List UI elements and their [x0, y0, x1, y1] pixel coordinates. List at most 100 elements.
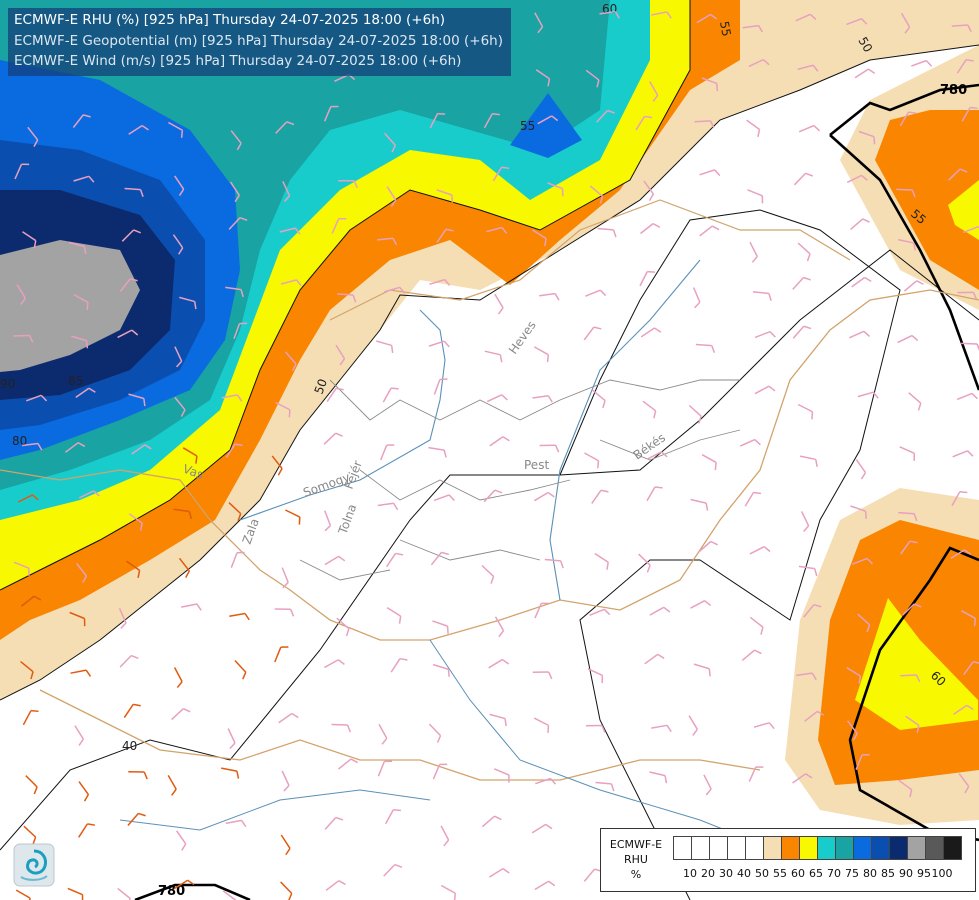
- wind-barb: [20, 661, 34, 680]
- wind-barb: [754, 330, 776, 339]
- wind-barb: [952, 450, 974, 458]
- wind-barb: [67, 887, 84, 900]
- wind-barb: [221, 767, 240, 779]
- legend-swatches: [673, 836, 962, 860]
- wind-barb: [221, 394, 243, 402]
- wind-barb: [331, 217, 347, 234]
- wind-barb: [16, 284, 26, 305]
- wind-barb: [583, 326, 602, 341]
- legend-title-unit: %: [630, 868, 642, 881]
- wind-barb: [168, 121, 184, 138]
- wind-barb: [128, 770, 148, 780]
- isoline-50: [0, 44, 979, 701]
- legend-swatch: [853, 836, 872, 860]
- wind-barb: [898, 511, 918, 522]
- wind-barb: [118, 607, 127, 630]
- wind-barb: [377, 760, 393, 777]
- wind-barb: [494, 616, 505, 638]
- wind-barb: [599, 10, 620, 19]
- wind-barb: [323, 510, 332, 532]
- river-4: [119, 789, 431, 831]
- wind-barb: [797, 242, 811, 262]
- legend-label: 60: [791, 867, 805, 880]
- wind-barb: [798, 124, 820, 133]
- region-label-tolna: Tolna: [335, 502, 359, 537]
- wind-barb: [690, 498, 709, 511]
- header-geopotential-title: ECMWF-E Geopotential (m) [925 hPa] Thurs…: [14, 32, 503, 49]
- wind-barb: [323, 432, 343, 445]
- wind-barb: [222, 890, 237, 900]
- wind-barb: [537, 115, 559, 125]
- rhu-band-60-ne: [875, 110, 979, 290]
- wind-barb: [173, 879, 195, 890]
- wind-barb: [649, 771, 668, 784]
- wind-barb: [117, 329, 139, 339]
- wind-barb: [13, 334, 34, 343]
- wind-barb: [640, 327, 662, 338]
- wind-barb: [234, 659, 247, 680]
- wind-barb: [117, 887, 131, 900]
- legend-swatch: [907, 836, 926, 860]
- contour-label-90: 90: [0, 377, 15, 391]
- wind-barb: [69, 611, 86, 627]
- legend-label: 70: [827, 867, 841, 880]
- wind-barb: [335, 344, 346, 366]
- wind-barb: [76, 562, 88, 584]
- wind-barb: [489, 713, 507, 727]
- wind-barb: [432, 663, 450, 677]
- rhu-band-80b: [510, 93, 582, 158]
- wind-barb: [225, 443, 243, 458]
- wind-barb: [961, 342, 979, 352]
- wind-barb: [948, 168, 968, 181]
- wind-barb: [481, 564, 495, 584]
- wind-barb: [596, 109, 615, 123]
- wind-barb: [228, 216, 248, 230]
- wind-barb: [128, 393, 146, 407]
- legend-label: 50: [755, 867, 769, 880]
- wind-barb: [336, 617, 350, 637]
- wind-barb: [494, 293, 504, 315]
- wind-barb: [15, 889, 31, 900]
- legend-swatch: [727, 836, 746, 860]
- wind-barb: [121, 229, 141, 242]
- legend-label: 30: [719, 867, 733, 880]
- wind-barb: [386, 186, 397, 207]
- wind-barb: [78, 823, 96, 838]
- wind-barb: [594, 552, 609, 570]
- wind-barb: [280, 834, 291, 856]
- contour-label-55-b: 55: [520, 119, 535, 133]
- legend-title-model: ECMWF-E: [609, 838, 663, 851]
- wind-barb: [744, 491, 762, 507]
- wind-barb: [433, 378, 448, 395]
- wind-barb: [585, 69, 600, 88]
- wind-barb: [338, 758, 359, 770]
- wind-barb: [804, 710, 825, 722]
- wind-barb: [646, 486, 663, 502]
- wind-barb: [638, 553, 651, 573]
- wind-barb: [128, 513, 143, 531]
- region-label-heves: Heves: [506, 318, 539, 356]
- contour-label-780-sw: 780: [158, 884, 185, 899]
- legend-swatch: [799, 836, 818, 860]
- wind-barb: [486, 226, 508, 234]
- legend-label: 100: [931, 867, 953, 880]
- contour-label-780-ne: 780: [940, 83, 967, 98]
- wind-barb: [688, 404, 702, 424]
- wind-barb: [428, 723, 442, 743]
- legend-swatch: [709, 836, 728, 860]
- wind-barb: [483, 113, 500, 129]
- wind-barb: [326, 387, 344, 403]
- wind-barb: [796, 672, 817, 681]
- wind-barb: [635, 115, 653, 131]
- wind-barb: [282, 180, 291, 202]
- legend-label: 10: [683, 867, 697, 880]
- wind-barb: [857, 613, 871, 633]
- wind-barb: [228, 502, 242, 522]
- wind-barb: [73, 293, 89, 311]
- wind-barb: [792, 773, 813, 784]
- wind-barb: [492, 166, 510, 182]
- wind-barb: [961, 106, 978, 122]
- wind-barb: [640, 222, 661, 235]
- wind-barb: [803, 603, 822, 618]
- wind-barb: [961, 610, 977, 627]
